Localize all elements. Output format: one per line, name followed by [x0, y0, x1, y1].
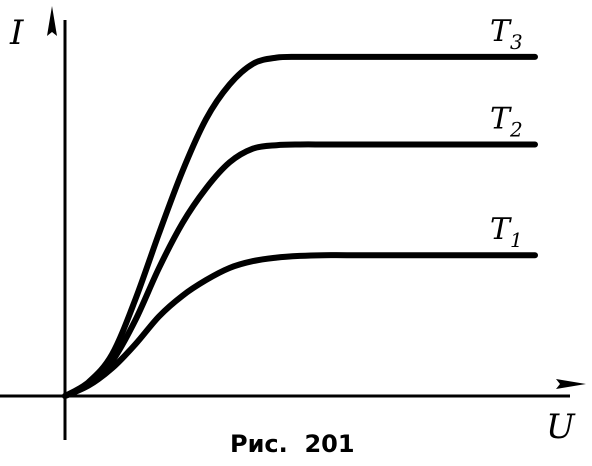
figure-caption: Рис. 201	[230, 430, 355, 458]
series-label-2: T2	[490, 102, 523, 142]
series-label-subscript-3: 3	[510, 30, 523, 54]
axes	[0, 6, 586, 440]
series-label-subscript-1: 1	[510, 228, 523, 252]
x-axis-label: U	[546, 407, 576, 447]
y-axis-arrow	[47, 6, 57, 36]
series-layer: T1 T2 T3	[62, 14, 538, 399]
series-label-3: T3	[490, 14, 523, 54]
series-label-1: T1	[490, 212, 523, 252]
series-line-3	[62, 53, 538, 399]
series-line-1	[62, 252, 538, 399]
series-line-2	[62, 141, 538, 399]
x-axis-arrow	[556, 379, 586, 389]
y-axis-label: I	[9, 13, 24, 53]
series-label-subscript-2: 2	[509, 118, 523, 142]
